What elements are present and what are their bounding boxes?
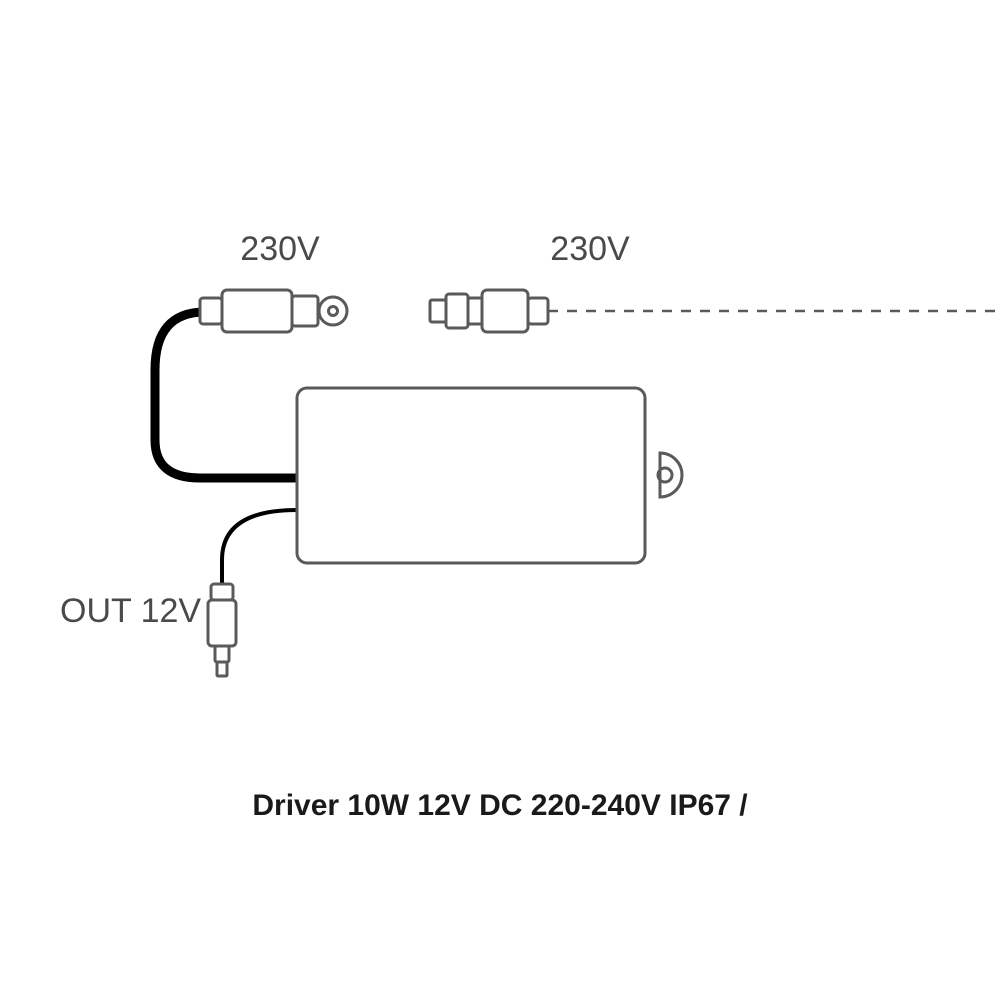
label-230v-right: 230V	[550, 230, 630, 268]
diagram-title: Driver 10W 12V DC 220-240V IP67 /	[252, 789, 748, 822]
input-cable	[155, 312, 297, 478]
label-230v-left: 230V	[240, 230, 320, 268]
driver-wiring-diagram: 230V 230V OUT 12V Driver 10W 12V DC 220-240…	[0, 0, 1000, 1000]
label-out-12v: OUT 12V	[60, 592, 201, 630]
driver-box	[297, 388, 645, 563]
dc-output-connector	[208, 584, 236, 676]
output-cable	[222, 510, 297, 585]
male-230v-connector	[430, 290, 548, 332]
female-230v-connector	[200, 290, 347, 332]
